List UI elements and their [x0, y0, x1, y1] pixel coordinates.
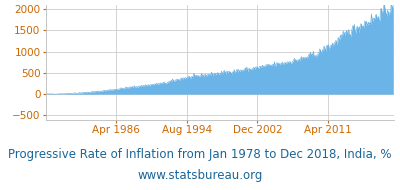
- Text: Progressive Rate of Inflation from Jan 1978 to Dec 2018, India, %: Progressive Rate of Inflation from Jan 1…: [8, 148, 392, 161]
- Text: www.statsbureau.org: www.statsbureau.org: [137, 169, 263, 182]
